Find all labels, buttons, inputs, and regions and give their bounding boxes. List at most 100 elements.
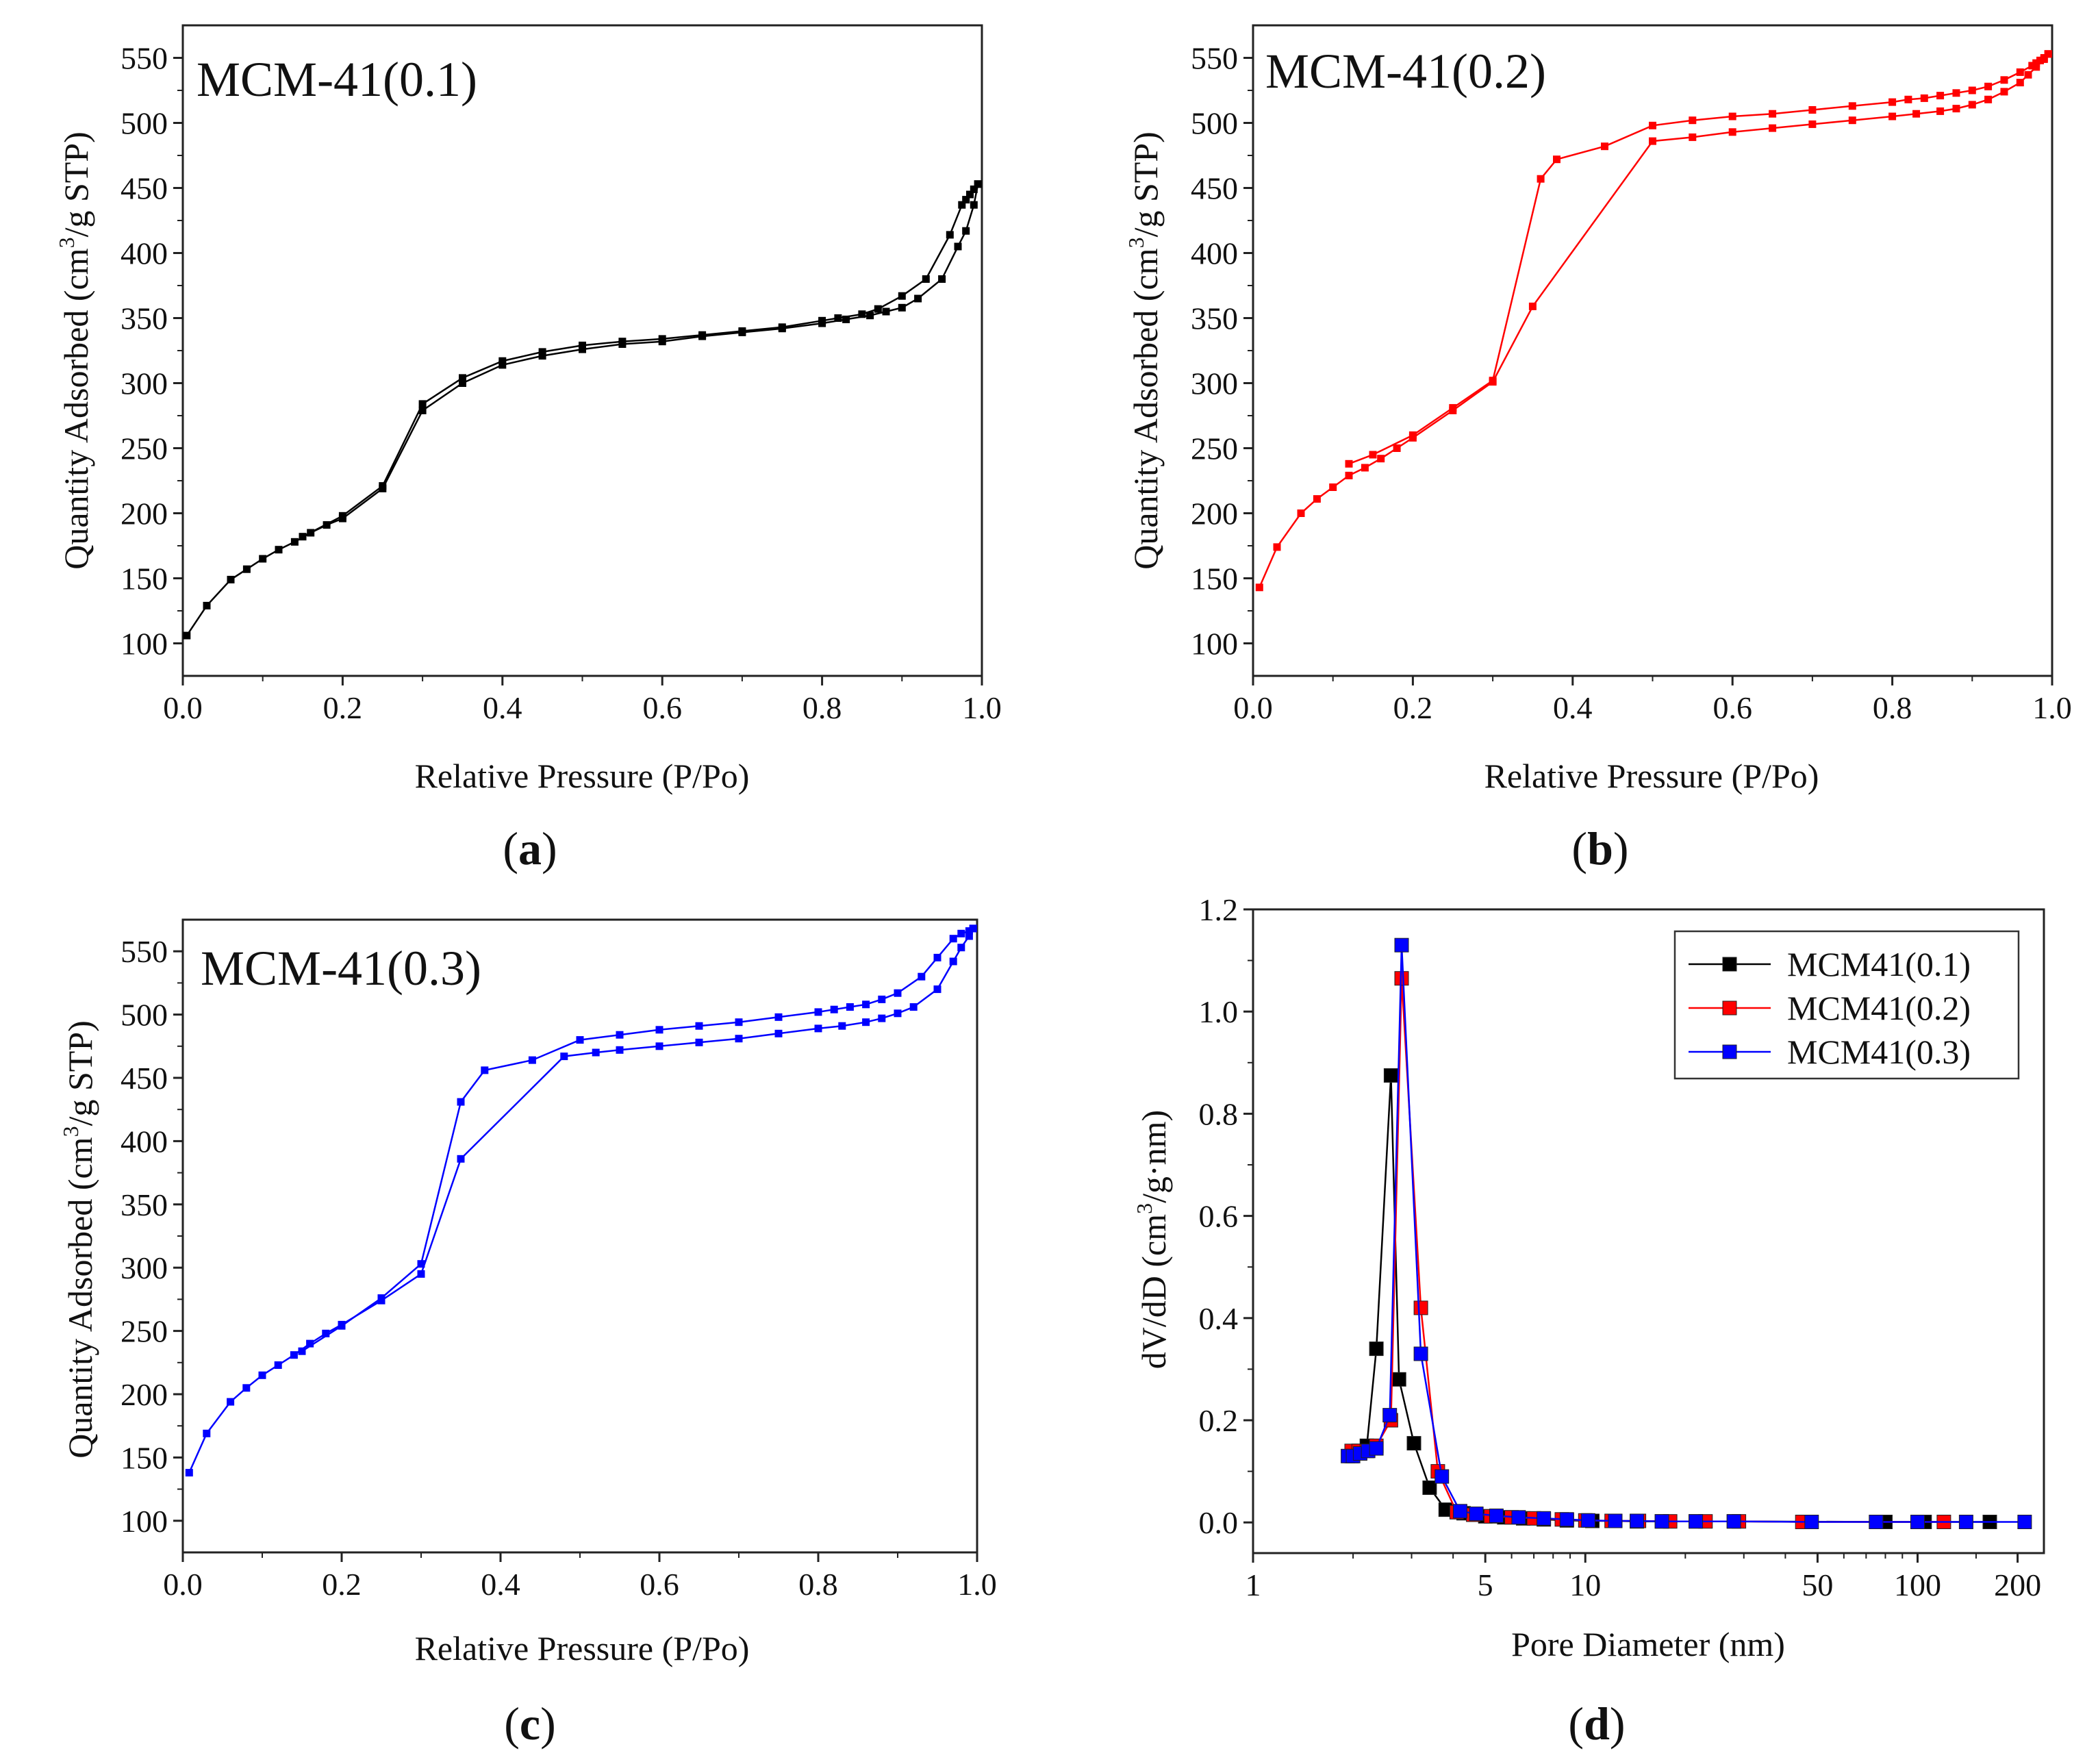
x-tick-label: 0.8 <box>802 690 842 725</box>
data-point <box>838 1022 846 1030</box>
plot-frame <box>1252 908 2045 1554</box>
data-point <box>1489 377 1497 385</box>
y-axis: 100 150 200 250 300 350 400 450 500 550 <box>1191 41 1253 662</box>
data-point <box>1958 1515 1973 1529</box>
data-point <box>1904 95 1912 103</box>
data-point <box>1413 1346 1428 1361</box>
data-point <box>290 538 299 546</box>
data-point <box>774 1029 783 1037</box>
data-point <box>1952 105 1960 113</box>
panel-d: 0.0 0.2 0.4 0.6 0.8 1.0 1.2 1 5 10 50 100 200 Pore … <box>1132 892 2045 1750</box>
data-point <box>1408 431 1417 439</box>
data-point <box>2036 56 2044 64</box>
legend-marker <box>1722 1000 1737 1016</box>
data-point <box>938 275 946 283</box>
x-tick-label: 0.2 <box>1393 690 1433 725</box>
data-point <box>299 533 307 541</box>
y-tick-label: 400 <box>1191 236 1238 271</box>
data-point <box>1728 128 1736 136</box>
y-tick-label: 550 <box>121 934 168 969</box>
data-point <box>1952 89 1960 97</box>
data-point <box>1804 1515 1819 1529</box>
y-tick-label: 250 <box>121 1314 168 1349</box>
y-tick-label: 450 <box>1191 171 1238 206</box>
data-point <box>1649 137 1656 145</box>
plot-area <box>183 180 982 640</box>
y-tick-label: 200 <box>121 496 168 531</box>
data-point <box>1689 1514 1704 1529</box>
data-point <box>459 374 466 382</box>
data-point <box>894 1009 902 1018</box>
y-tick-label: 0.8 <box>1199 1096 1239 1131</box>
data-point <box>258 1371 266 1379</box>
x-tick-label: 10 <box>1569 1567 1601 1602</box>
data-point <box>377 1294 386 1302</box>
data-point <box>379 482 387 490</box>
y-axis: 100 150 200 250 300 350 400 450 500 550 <box>121 934 183 1539</box>
data-point <box>1452 1504 1467 1519</box>
data-point <box>922 275 930 283</box>
data-point <box>1936 107 1945 115</box>
data-point <box>698 331 707 339</box>
data-point <box>2032 63 2040 71</box>
data-point <box>1489 1509 1504 1523</box>
y-axis-label: dV/dD (cm3/g·nm) <box>1132 1110 1173 1369</box>
y-tick-label: 450 <box>121 1061 168 1096</box>
y-tick-label: 500 <box>121 106 168 141</box>
data-point <box>965 932 973 940</box>
data-point <box>457 1155 465 1163</box>
legend-marker <box>1722 1044 1737 1059</box>
data-point <box>1920 94 1928 102</box>
x-axis-label: Relative Pressure (P/Po) <box>415 757 750 795</box>
y-tick-label: 500 <box>1191 106 1238 141</box>
y-tick-label: 0.4 <box>1199 1301 1239 1336</box>
data-point <box>1369 1341 1384 1357</box>
data-point <box>1559 1512 1574 1527</box>
data-point <box>1580 1513 1595 1528</box>
data-point <box>1383 1068 1398 1083</box>
data-point <box>962 196 970 204</box>
x-tick-label: 0.8 <box>1873 690 1912 725</box>
y-axis-label: Quantity Adsorbed (cm3/g STP) <box>58 1020 99 1459</box>
y-tick-label: 0.2 <box>1199 1403 1239 1438</box>
y-tick-label: 450 <box>121 171 168 206</box>
x-axis: 0.0 0.2 0.4 0.6 0.8 1.0 <box>1233 676 2072 725</box>
data-point <box>459 379 466 387</box>
data-point <box>1769 124 1777 132</box>
data-point <box>894 989 902 997</box>
data-point <box>974 180 982 188</box>
data-point <box>1848 102 1856 110</box>
x-tick-label: 0.6 <box>1712 690 1752 725</box>
y-tick-label: 300 <box>121 366 168 401</box>
data-point <box>481 1066 489 1074</box>
x-tick-label: 0.8 <box>798 1567 838 1602</box>
data-point <box>818 316 826 325</box>
data-point <box>878 995 886 1003</box>
x-tick-label: 0.0 <box>163 690 203 725</box>
data-point <box>1984 95 1993 103</box>
data-point <box>1469 1507 1484 1522</box>
data-point <box>962 227 970 235</box>
data-point <box>616 1031 624 1039</box>
data-point <box>1528 302 1537 310</box>
y-tick-label: 300 <box>1191 366 1238 401</box>
x-tick-label: 0.2 <box>323 690 363 725</box>
data-point <box>1369 1441 1384 1456</box>
data-point <box>2016 79 2024 87</box>
data-point <box>918 972 926 981</box>
data-point <box>298 1347 306 1355</box>
x-tick-label: 0.4 <box>1553 690 1593 725</box>
data-point <box>949 935 957 943</box>
data-point <box>227 575 235 583</box>
data-point <box>1345 471 1353 479</box>
data-point <box>862 1018 870 1026</box>
data-point <box>322 1329 330 1337</box>
data-point <box>1394 937 1409 953</box>
x-tick-label: 1.0 <box>957 1567 997 1602</box>
data-point <box>914 294 922 303</box>
data-point <box>958 201 966 209</box>
x-tick-label: 5 <box>1478 1567 1493 1602</box>
series-line-desorption <box>1348 53 2049 465</box>
x-tick-label: 0.6 <box>642 690 682 725</box>
data-point <box>957 929 965 937</box>
